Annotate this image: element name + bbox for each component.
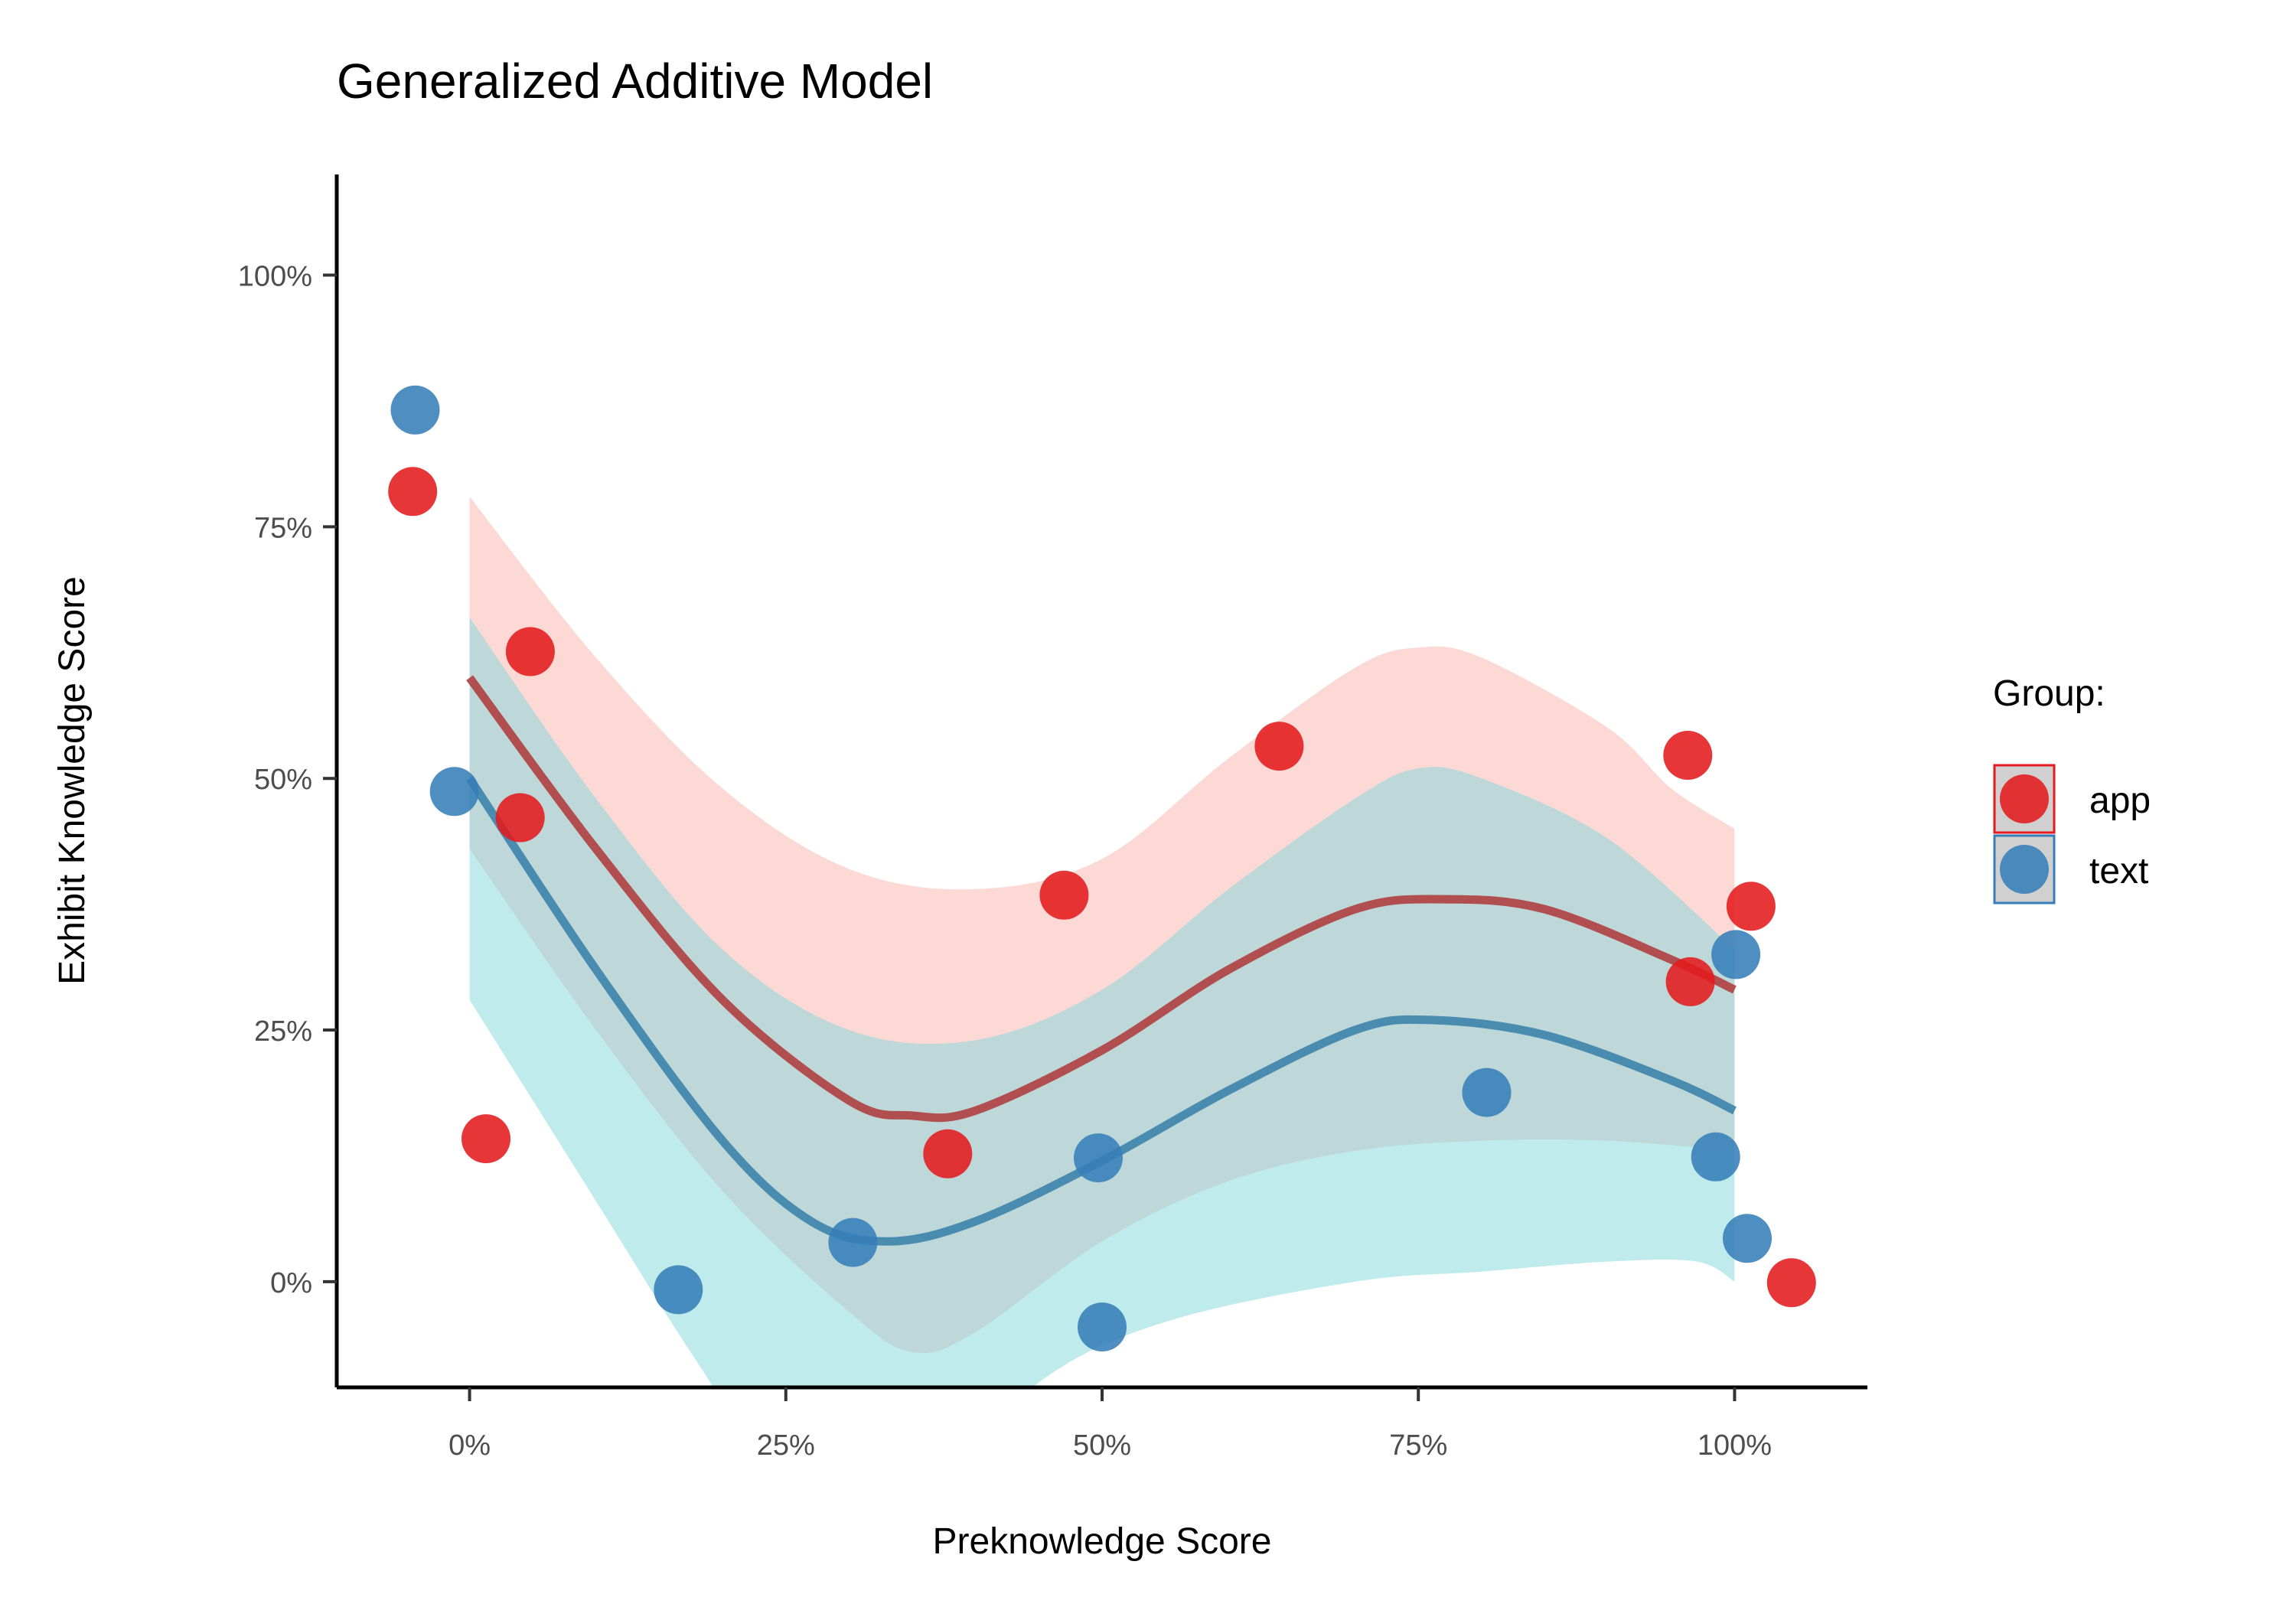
y-tick-label: 50% (254, 764, 312, 796)
legend-item-app: app (1993, 764, 2151, 834)
x-tick-label: 100% (1698, 1429, 1772, 1462)
legend-marker-text (2000, 845, 2049, 894)
point-app-9 (1726, 882, 1776, 931)
point-app-4 (923, 1129, 973, 1178)
y-tick-label: 100% (238, 261, 312, 293)
x-axis-ticks: 0% 25% 50% 75% 100% (448, 1387, 1772, 1462)
x-tick-label: 50% (1073, 1429, 1131, 1462)
fit-line-text (466, 776, 1737, 1246)
legend: Group: app text (1993, 673, 2151, 905)
y-axis-ticks: 0% 25% 50% 75% 100% (238, 261, 337, 1299)
fit-lines (466, 675, 1737, 1246)
legend-marker-app (2000, 774, 2049, 823)
y-tick-label: 75% (254, 512, 312, 544)
legend-items: app text (1993, 764, 2151, 905)
legend-title: Group: (1993, 673, 2105, 714)
legend-label-app: app (2089, 781, 2151, 821)
data-points (388, 385, 1816, 1352)
point-app-5 (1039, 870, 1089, 920)
y-tick-label: 0% (270, 1267, 312, 1299)
point-app-2 (495, 793, 545, 843)
point-app-10 (1766, 1258, 1816, 1308)
point-text-3 (828, 1217, 878, 1267)
point-app-1 (505, 627, 555, 676)
point-text-2 (654, 1265, 703, 1315)
ci-band-text (469, 617, 1735, 1387)
point-app-7 (1663, 731, 1713, 780)
point-text-6 (1462, 1068, 1512, 1117)
x-tick-label: 25% (757, 1429, 815, 1462)
legend-label-text: text (2089, 851, 2148, 892)
point-app-3 (461, 1114, 510, 1164)
point-app-6 (1254, 722, 1304, 771)
point-text-1 (429, 767, 479, 817)
point-text-9 (1723, 1214, 1772, 1263)
y-axis-label: Exhibit Knowledge Score (52, 576, 93, 985)
point-app-8 (1665, 957, 1715, 1006)
point-app-0 (388, 467, 438, 517)
x-tick-label: 75% (1389, 1429, 1447, 1462)
point-text-5 (1078, 1302, 1127, 1352)
x-axis-label: Preknowledge Score (933, 1521, 1272, 1562)
point-text-0 (390, 385, 440, 435)
chart-title: Generalized Additive Model (337, 54, 933, 109)
point-text-4 (1074, 1133, 1123, 1183)
x-tick-label: 0% (448, 1429, 491, 1462)
fit-line-app (466, 675, 1737, 1123)
point-text-8 (1711, 930, 1761, 980)
confidence-bands (469, 496, 1735, 1387)
point-text-7 (1691, 1132, 1740, 1182)
legend-item-text: text (1993, 834, 2148, 905)
y-tick-label: 25% (254, 1015, 312, 1048)
